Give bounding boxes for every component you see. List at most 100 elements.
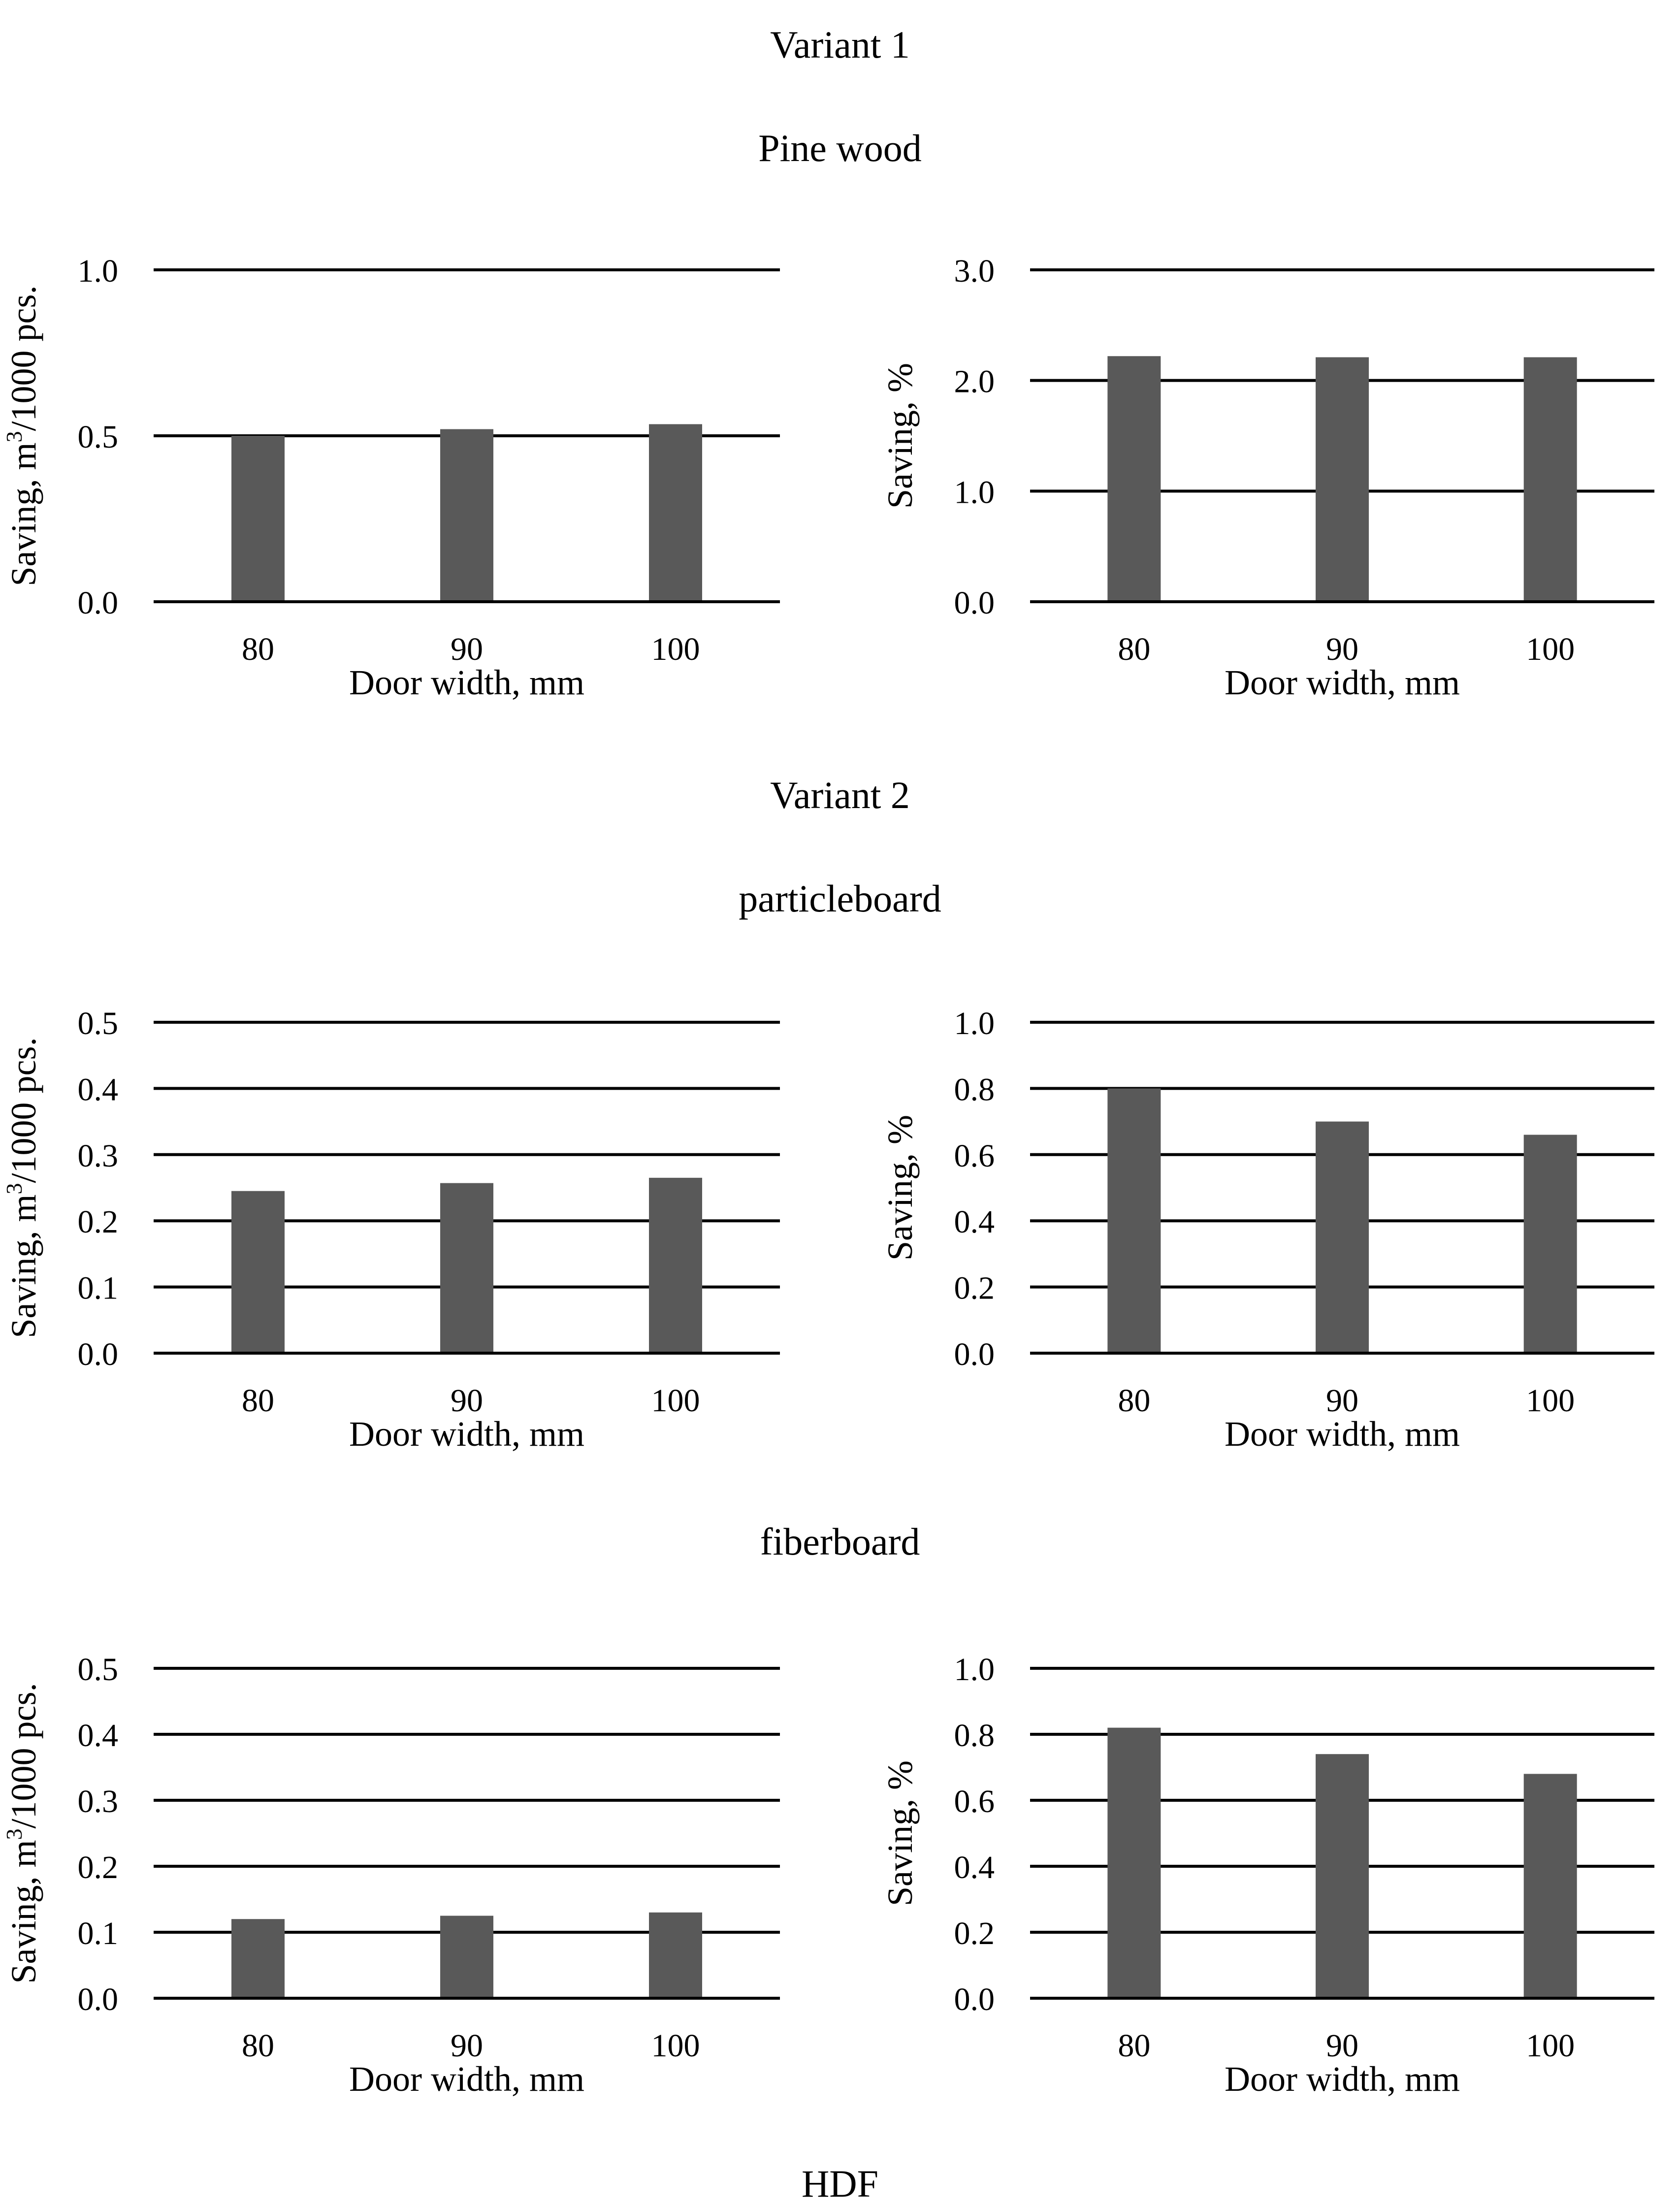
y-tick-label: 0.2 xyxy=(78,1204,119,1240)
chart-fiberboard-percent: 0.0 0.2 0.4 0.6 0.8 1.0 80 90 100 Door width, mm S… xyxy=(880,1652,1654,2099)
y-axis-label-superscript: 3 xyxy=(1,1183,27,1194)
x-tick-label: 80 xyxy=(242,1383,274,1419)
y-tick-label: 0.6 xyxy=(954,1138,995,1174)
y-tick-label: 0.0 xyxy=(954,1336,995,1372)
y-tick-label: 0.0 xyxy=(78,1981,119,2017)
x-tick-label: 90 xyxy=(1326,2028,1358,2064)
pine-wood-heading: Pine wood xyxy=(758,127,922,169)
y-tick-label: 0.5 xyxy=(78,419,119,455)
y-axis-label: Saving, % xyxy=(880,363,920,509)
y-tick-label: 0.8 xyxy=(954,1072,995,1107)
bar-90 xyxy=(440,1183,493,1353)
y-tick-label: 0.6 xyxy=(954,1784,995,1819)
y-axis-label-unit: /1000 pcs. xyxy=(4,1683,43,1829)
y-tick-label: 0.3 xyxy=(78,1138,119,1174)
y-axis-label: Saving, m3/1000 pcs. xyxy=(1,1038,43,1338)
y-tick-label: 0.4 xyxy=(954,1204,995,1240)
y-tick-label: 0.4 xyxy=(954,1850,995,1885)
y-tick-label: 1.0 xyxy=(78,253,119,289)
bar-100 xyxy=(1523,1774,1577,1998)
chart-particleboard-percent: 0.0 0.2 0.4 0.6 0.8 1.0 80 90 100 Door width, mm S… xyxy=(880,1006,1654,1454)
x-tick-label: 90 xyxy=(451,631,483,667)
x-tick-label: 90 xyxy=(1326,631,1358,667)
y-axis-label: Saving, m3/1000 pcs. xyxy=(1,286,43,586)
x-tick-label: 80 xyxy=(1118,631,1150,667)
y-tick-label: 0.4 xyxy=(78,1072,119,1107)
y-tick-label: 0.0 xyxy=(78,1336,119,1372)
y-axis-label: Saving, m3/1000 pcs. xyxy=(1,1683,43,1984)
x-axis-label: Door width, mm xyxy=(1225,663,1460,702)
bar-90 xyxy=(1316,357,1369,602)
y-axis-label-main: Saving, m xyxy=(4,442,43,586)
y-axis-label-unit: /1000 pcs. xyxy=(4,286,43,431)
hdf-heading: HDF xyxy=(801,2162,879,2205)
y-tick-label: 2.0 xyxy=(954,364,995,400)
bar-80 xyxy=(1107,1727,1161,1998)
y-axis-label-unit: /1000 pcs. xyxy=(4,1038,43,1183)
bar-90 xyxy=(1316,1754,1369,1998)
x-tick-label: 100 xyxy=(1526,631,1575,667)
y-axis-label: Saving, % xyxy=(880,1760,920,1906)
y-tick-label: 0.5 xyxy=(78,1006,119,1041)
y-axis-label-main: Saving, % xyxy=(880,363,920,509)
y-tick-label: 0.2 xyxy=(954,1270,995,1306)
y-axis-label-superscript: 3 xyxy=(1,431,27,442)
chart-pine-percent: 0.0 1.0 2.0 3.0 80 90 100 Door width, mm Saving,… xyxy=(880,253,1654,702)
bar-100 xyxy=(649,424,702,602)
bar-100 xyxy=(649,1177,702,1353)
y-axis-label-main: Saving, m xyxy=(4,1194,43,1338)
bar-100 xyxy=(1523,357,1577,602)
x-tick-label: 80 xyxy=(1118,1383,1150,1419)
bar-80 xyxy=(1107,356,1161,602)
x-axis-label: Door width, mm xyxy=(1225,1414,1460,1454)
y-tick-label: 0.5 xyxy=(78,1652,119,1688)
x-tick-label: 100 xyxy=(651,1383,700,1419)
chart-fiberboard-volume: 0.0 0.1 0.2 0.3 0.4 0.5 80 90 100 Door width, mm S… xyxy=(1,1652,780,2099)
x-tick-label: 100 xyxy=(651,2028,700,2064)
chart-pine-volume: 0.0 0.5 1.0 80 90 100 Door width, mm Saving, m3… xyxy=(1,253,780,702)
x-tick-label: 80 xyxy=(242,2028,274,2064)
y-axis-label: Saving, % xyxy=(880,1115,920,1261)
x-axis-label: Door width, mm xyxy=(349,663,584,702)
variant-2-heading: Variant 2 xyxy=(770,774,910,816)
y-tick-label: 0.0 xyxy=(78,585,119,621)
bar-100 xyxy=(649,1912,702,1998)
variant-1-heading: Variant 1 xyxy=(770,23,910,66)
x-tick-label: 100 xyxy=(651,631,700,667)
x-axis-label: Door width, mm xyxy=(349,1414,584,1454)
x-axis-label: Door width, mm xyxy=(349,2059,584,2099)
bar-90 xyxy=(440,1916,493,1998)
y-tick-label: 0.0 xyxy=(954,585,995,621)
y-axis-label-main: Saving, % xyxy=(880,1115,920,1261)
bar-80 xyxy=(231,1191,285,1353)
bar-100 xyxy=(1523,1135,1577,1353)
y-tick-label: 1.0 xyxy=(954,474,995,510)
y-tick-label: 1.0 xyxy=(954,1006,995,1041)
y-tick-label: 0.4 xyxy=(78,1718,119,1753)
y-axis-label-main: Saving, m xyxy=(4,1840,43,1983)
x-tick-label: 100 xyxy=(1526,1383,1575,1419)
y-tick-label: 0.0 xyxy=(954,1981,995,2017)
bar-80 xyxy=(1107,1088,1161,1353)
y-axis-label-main: Saving, % xyxy=(880,1760,920,1906)
y-axis-label-superscript: 3 xyxy=(1,1828,27,1840)
y-tick-label: 0.2 xyxy=(954,1916,995,1951)
y-tick-label: 0.2 xyxy=(78,1850,119,1885)
fiberboard-heading: fiberboard xyxy=(760,1520,920,1563)
bar-90 xyxy=(440,429,493,602)
y-tick-label: 0.3 xyxy=(78,1784,119,1819)
bar-80 xyxy=(231,436,285,602)
x-tick-label: 80 xyxy=(1118,2028,1150,2064)
particleboard-heading: particleboard xyxy=(739,877,941,920)
y-tick-label: 0.8 xyxy=(954,1718,995,1753)
bar-90 xyxy=(1316,1121,1369,1353)
y-tick-label: 1.0 xyxy=(954,1652,995,1688)
x-tick-label: 90 xyxy=(451,2028,483,2064)
y-tick-label: 0.1 xyxy=(78,1916,119,1951)
y-tick-label: 0.1 xyxy=(78,1270,119,1306)
y-tick-label: 3.0 xyxy=(954,253,995,289)
bar-80 xyxy=(231,1919,285,1998)
x-tick-label: 80 xyxy=(242,631,274,667)
